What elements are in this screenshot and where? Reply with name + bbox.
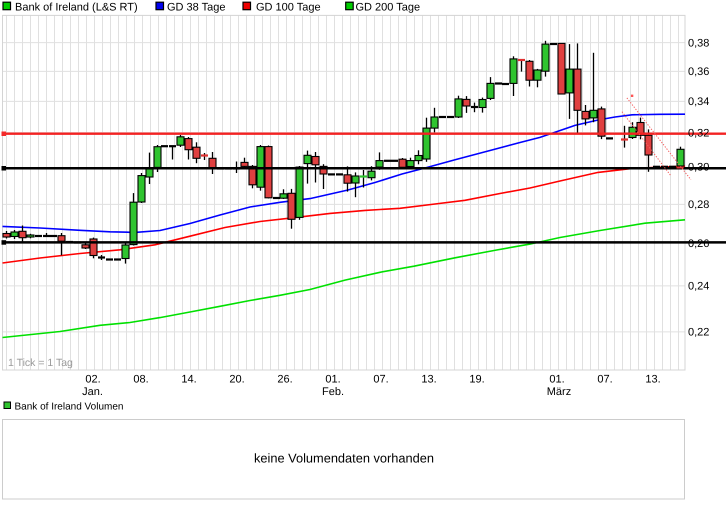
svg-text:0,32: 0,32 — [688, 127, 709, 139]
svg-text:08.: 08. — [133, 374, 148, 386]
svg-text:Feb.: Feb. — [322, 386, 344, 398]
svg-text:0,34: 0,34 — [688, 96, 709, 108]
svg-text:0,26: 0,26 — [688, 238, 709, 250]
svg-text:0,30: 0,30 — [688, 162, 709, 174]
svg-text:14.: 14. — [181, 374, 196, 386]
svg-text:07.: 07. — [373, 374, 388, 386]
svg-text:13.: 13. — [421, 374, 436, 386]
svg-text:GD 200 Tage: GD 200 Tage — [356, 1, 421, 13]
svg-text:keine Volumendaten vorhanden: keine Volumendaten vorhanden — [254, 451, 434, 466]
svg-text:19.: 19. — [469, 374, 484, 386]
svg-text:26.: 26. — [277, 374, 292, 386]
svg-text:20.: 20. — [229, 374, 244, 386]
svg-text:Jan.: Jan. — [82, 386, 103, 398]
svg-text:Bank of Ireland Volumen: Bank of Ireland Volumen — [15, 402, 124, 413]
svg-text:0,38: 0,38 — [688, 37, 709, 49]
svg-text:01.: 01. — [325, 374, 340, 386]
svg-text:GD 100 Tage: GD 100 Tage — [256, 1, 321, 13]
svg-text:13.: 13. — [645, 374, 660, 386]
svg-text:1 Tick = 1 Tag: 1 Tick = 1 Tag — [8, 357, 73, 369]
svg-text:GD 38 Tage: GD 38 Tage — [167, 1, 226, 13]
svg-text:07.: 07. — [597, 374, 612, 386]
svg-text:März: März — [547, 386, 571, 398]
svg-text:0,28: 0,28 — [688, 199, 709, 211]
svg-text:Bank of Ireland (L&S RT): Bank of Ireland (L&S RT) — [15, 1, 138, 13]
svg-text:0,24: 0,24 — [688, 281, 709, 293]
svg-text:02.: 02. — [85, 374, 100, 386]
svg-text:01.: 01. — [549, 374, 564, 386]
svg-text:0,36: 0,36 — [688, 66, 709, 78]
svg-text:0,22: 0,22 — [688, 327, 709, 339]
